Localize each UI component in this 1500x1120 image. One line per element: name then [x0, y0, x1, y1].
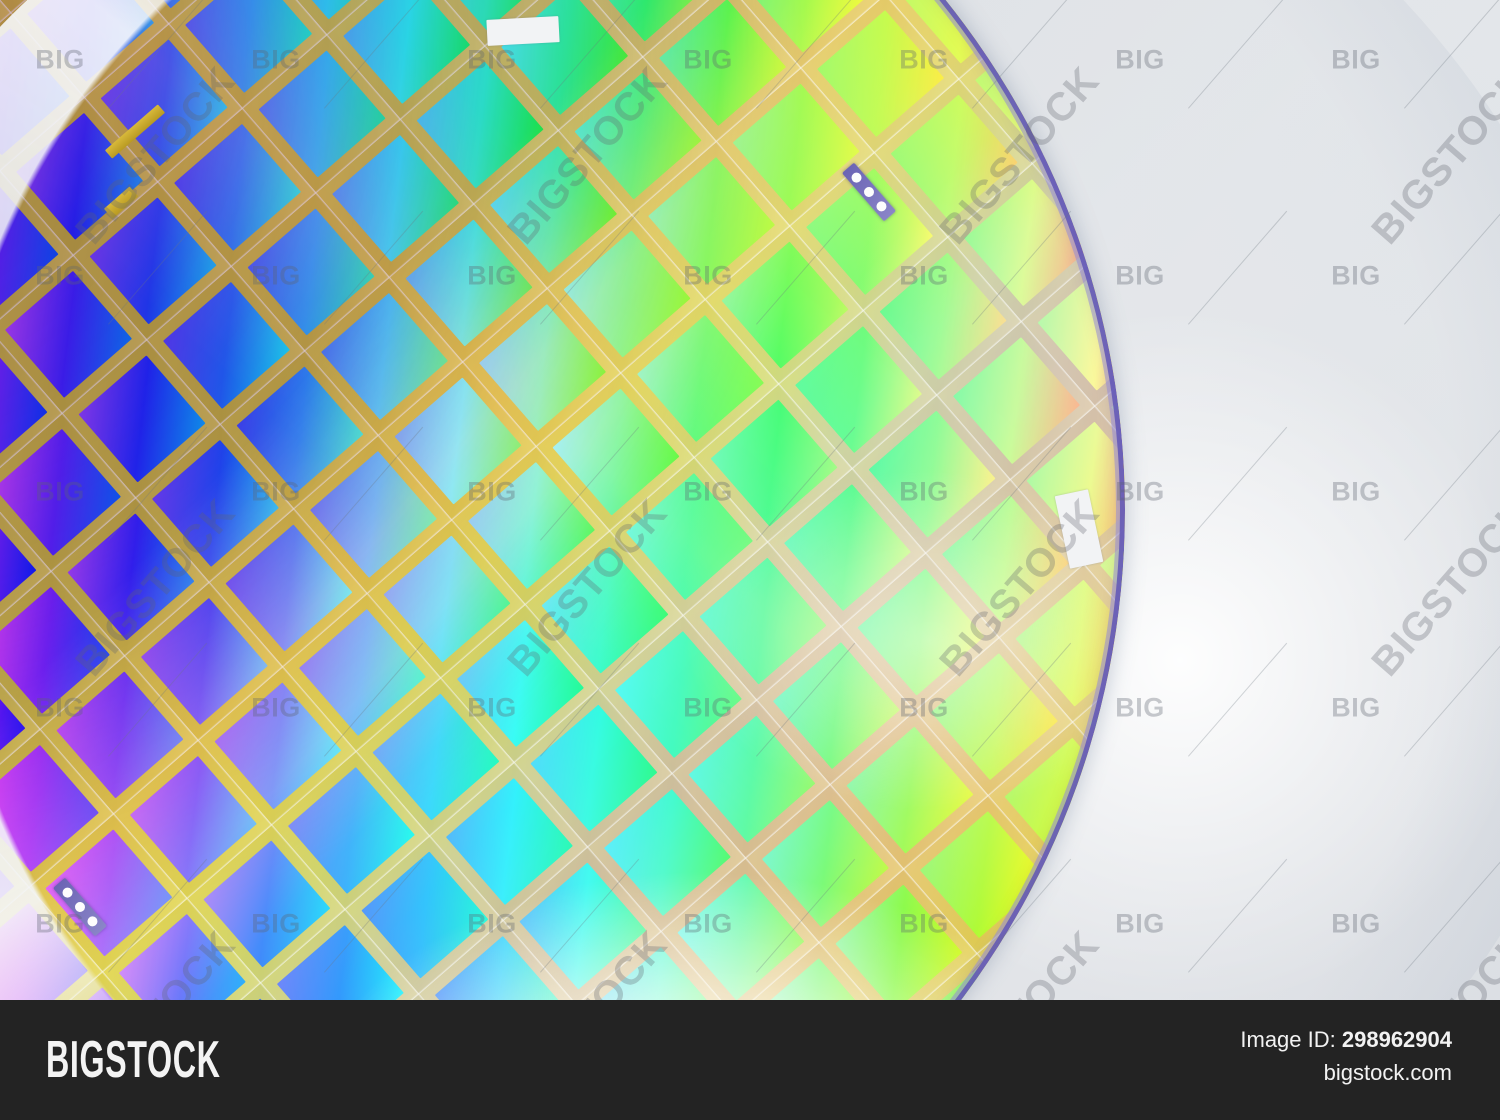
watermark-tick	[1404, 858, 1500, 973]
watermark-tick	[1188, 0, 1288, 109]
watermark-tick	[1404, 426, 1500, 541]
watermark-bigstock: BIGSTOCK	[1363, 923, 1500, 1000]
fiducial-dot	[849, 170, 864, 185]
fiducial-dot	[861, 184, 877, 200]
wafer-surface	[0, 0, 1125, 1000]
site-url-text: bigstock.com	[1323, 1060, 1452, 1085]
fiducial-dot	[60, 885, 75, 900]
fiducial-dot	[874, 199, 889, 214]
watermark-bigstock: BIGSTOCK	[1363, 58, 1500, 253]
watermark-big: BIG	[1331, 692, 1381, 723]
silicon-wafer	[0, 0, 1125, 1000]
watermark-big: BIG	[1331, 908, 1381, 939]
bigstock-wordmark: BIGSTOCK	[46, 1031, 221, 1089]
watermark-tick	[1404, 642, 1500, 757]
fiducial-dot	[72, 899, 88, 915]
bigstock-footer-bar: BIGSTOCK Image ID: 298962904 bigstock.co…	[0, 1000, 1500, 1120]
watermark-tick	[1404, 210, 1500, 325]
watermark-tick	[1188, 642, 1288, 757]
watermark-tick	[1188, 858, 1288, 973]
fiducial-dot	[85, 914, 100, 929]
stock-photo-image: BIG BIG BIG BIG BIG BIG BIG BIG BIG BIG BIG BIG BIG B…	[0, 0, 1500, 1000]
watermark-tick	[1404, 0, 1500, 109]
watermark-tick	[1188, 210, 1288, 325]
watermark-big: BIG	[1331, 44, 1381, 75]
watermark-bigstock: BIGSTOCK	[1363, 490, 1500, 685]
die-grid	[0, 0, 1125, 1000]
watermark-tick	[1188, 426, 1288, 541]
image-id-value: 298962904	[1341, 1027, 1452, 1052]
wafer-id-tab-top	[486, 16, 560, 46]
image-id-label: Image ID:	[1240, 1027, 1336, 1052]
image-id-text: Image ID: 298962904	[1240, 1027, 1452, 1053]
watermark-big: BIG	[1331, 260, 1381, 291]
watermark-big: BIG	[1331, 476, 1381, 507]
